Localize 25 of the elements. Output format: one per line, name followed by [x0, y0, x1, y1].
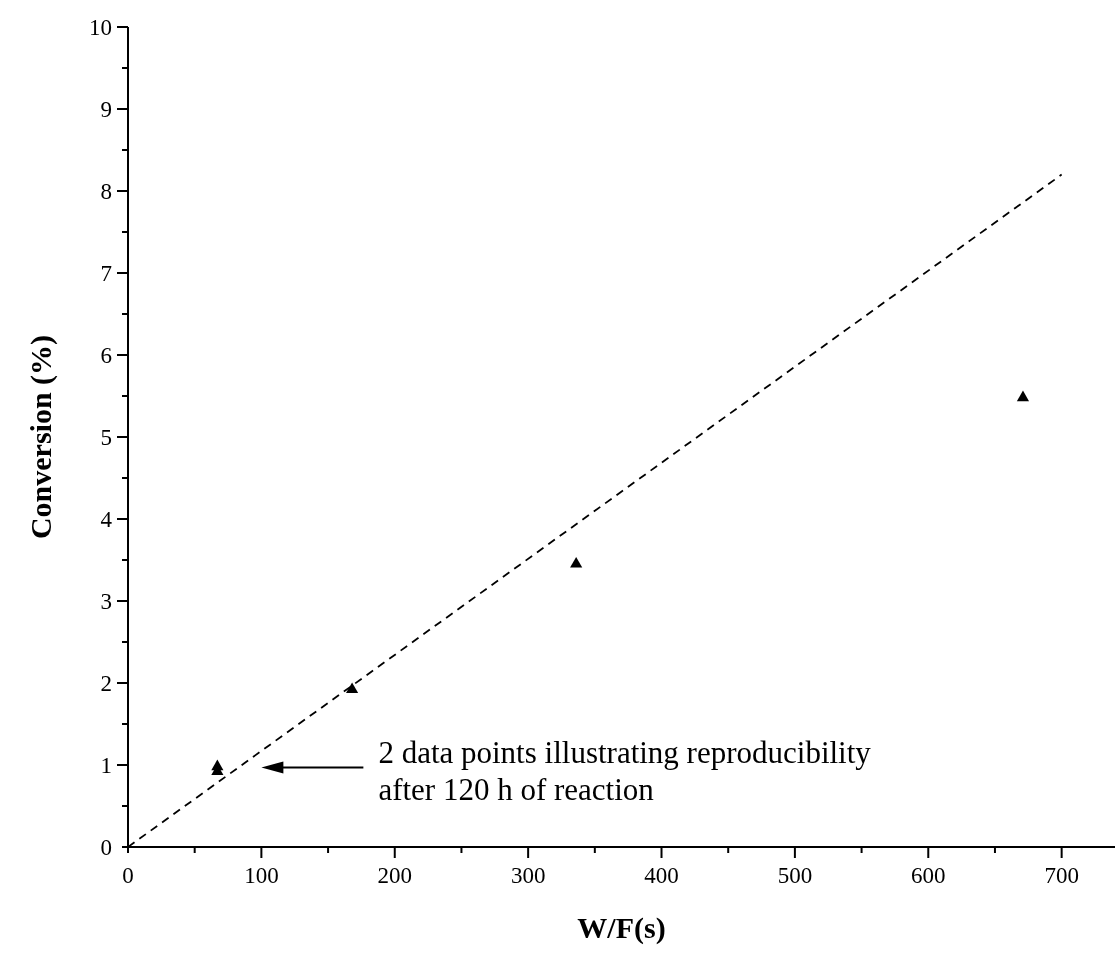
x-tick-label: 300	[510, 863, 546, 888]
y-tick-label: 8	[100, 179, 112, 204]
x-tick-label: 600	[911, 863, 946, 888]
y-tick-label: 9	[100, 97, 112, 122]
annotation: 2 data points illustrating reproducibility after 120 h of reaction	[378, 735, 872, 808]
x-tick-label: 400	[644, 863, 679, 888]
x-tick-label: 200	[377, 863, 413, 888]
point	[570, 557, 583, 568]
point	[346, 682, 359, 694]
x-tick-label: 500	[777, 863, 813, 888]
x-tick-label: 0	[122, 863, 134, 888]
y-tick-label: 4	[100, 507, 113, 532]
y-axis-title: Conversion (%)	[23, 334, 58, 540]
y-tick-label: 5	[100, 425, 112, 450]
y-tick-label: 1	[100, 753, 112, 778]
y-tick-label: 6	[100, 343, 112, 368]
point	[1016, 390, 1030, 402]
y-tick-label: 10	[89, 15, 112, 40]
x-tick-label: 700	[1044, 863, 1079, 888]
y-tick-label: 2	[100, 671, 112, 696]
x-tick-label: 100	[244, 863, 279, 888]
x-axis-title: W/F(s)	[577, 911, 666, 945]
y-tick-label: 3	[100, 589, 112, 614]
y-tick-label: 0	[100, 835, 112, 860]
y-tick-label: 7	[100, 261, 112, 286]
